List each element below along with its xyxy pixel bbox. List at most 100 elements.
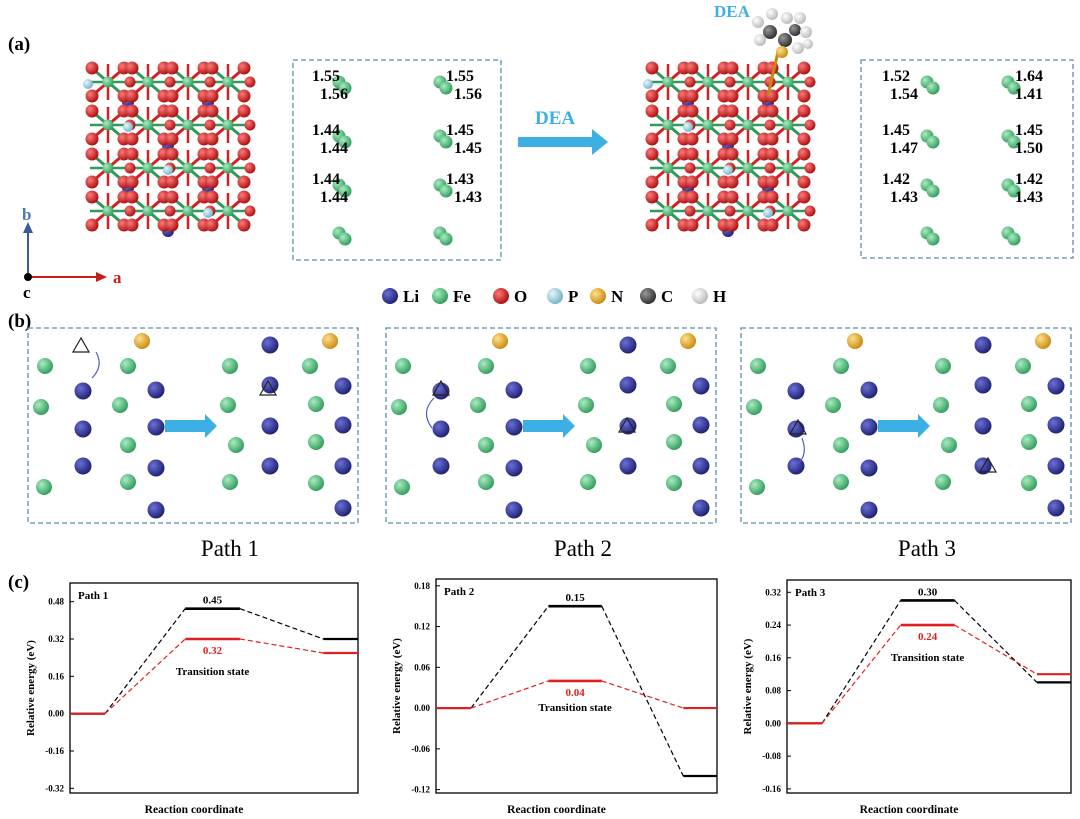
y-tick-label: 0.08 xyxy=(765,686,781,696)
atom-li xyxy=(974,336,992,354)
atom-o xyxy=(237,190,251,204)
atom-li xyxy=(334,416,352,434)
atom-o xyxy=(85,190,99,204)
atom-fe xyxy=(742,205,754,217)
c-axis-label: c xyxy=(23,283,31,302)
atom-fe xyxy=(666,434,682,450)
atom-o xyxy=(645,89,659,103)
atom-o xyxy=(205,190,219,204)
atom-li xyxy=(147,501,165,519)
atom-h xyxy=(692,288,708,304)
atom-h xyxy=(792,42,804,54)
atom-fe xyxy=(660,358,676,374)
atom-o xyxy=(645,104,659,118)
chart-1: 0.48 0.32 0.16 0.00 -0.16 -0.32 Path 1 Reaction… xyxy=(25,582,359,816)
ts-energy-label: 0.45 xyxy=(203,595,223,607)
reaction-path-dash xyxy=(239,638,324,654)
atom-o xyxy=(85,147,99,161)
atom-o xyxy=(797,132,811,146)
a-axis-label: a xyxy=(113,268,122,287)
atom-o xyxy=(244,76,256,88)
y-tick-label: 0.16 xyxy=(765,653,781,663)
atom-o xyxy=(204,162,216,174)
atom-o xyxy=(237,175,251,189)
atom-fe xyxy=(102,76,114,88)
atom-o xyxy=(645,175,659,189)
atom-fe xyxy=(749,479,765,495)
atom-li xyxy=(860,381,878,399)
atom-n xyxy=(1035,333,1051,349)
atom-o xyxy=(684,162,696,174)
atom-o xyxy=(765,104,779,118)
y-tick-label: 0.06 xyxy=(414,662,430,672)
atom-c xyxy=(640,288,656,304)
legend-label: Li xyxy=(403,287,419,306)
path-1-caption: Path 1 xyxy=(201,536,259,561)
bond-length-bottom: 1.54 xyxy=(890,86,918,103)
atom-fe xyxy=(338,184,352,198)
atom-fe xyxy=(102,119,114,131)
atom-fe xyxy=(666,396,682,412)
atom-fe xyxy=(222,162,234,174)
atom-o xyxy=(125,89,139,103)
atom-o xyxy=(124,162,136,174)
panel-label-c: (c) xyxy=(8,572,29,593)
atom-o xyxy=(125,190,139,204)
reaction-path-dash xyxy=(601,605,684,777)
atom-o xyxy=(85,61,99,75)
reaction-path-dash xyxy=(470,605,549,709)
y-axis-label: Relative energy (eV) xyxy=(25,640,37,736)
atom-o xyxy=(685,190,699,204)
atom-h xyxy=(800,26,812,38)
atom-o xyxy=(165,104,179,118)
atom-fe xyxy=(395,358,411,374)
atom-fe xyxy=(222,76,234,88)
atom-fe xyxy=(1007,81,1021,95)
atom-li xyxy=(619,336,637,354)
chart-2: 0.18 0.12 0.06 0.00 -0.06 -0.12 Path 2 Reaction… xyxy=(391,578,718,816)
bond-length-top: 1.43 xyxy=(446,171,474,188)
atom-o xyxy=(724,205,736,217)
vacancy-triangle xyxy=(431,379,451,396)
migration-arrow xyxy=(91,351,100,379)
atom-li xyxy=(334,377,352,395)
atom-fe xyxy=(825,397,841,413)
atom-fe xyxy=(142,162,154,174)
bond-length-top: 1.42 xyxy=(882,171,910,188)
atom-o xyxy=(165,132,179,146)
atom-o xyxy=(85,89,99,103)
y-tick-label: -0.16 xyxy=(45,746,64,756)
atom-fe xyxy=(941,437,957,453)
atom-fe xyxy=(926,81,940,95)
atom-o xyxy=(205,89,219,103)
atom-li xyxy=(147,418,165,436)
atom-o xyxy=(205,104,219,118)
atom-o xyxy=(685,218,699,232)
atom-o xyxy=(804,162,816,174)
atom-fe xyxy=(222,358,238,374)
reaction-path-dash xyxy=(601,680,684,709)
atom-o xyxy=(164,76,176,88)
path-box xyxy=(385,327,717,524)
legend-label: C xyxy=(661,287,673,306)
dea-arrow-label: DEA xyxy=(535,108,575,129)
atom-o xyxy=(125,132,139,146)
b-axis-label: b xyxy=(22,205,31,224)
atom-o xyxy=(205,218,219,232)
atom-fe xyxy=(742,162,754,174)
path-arrow xyxy=(523,414,575,438)
atom-n xyxy=(776,46,788,58)
atom-o xyxy=(244,119,256,131)
vacancy-triangle xyxy=(71,336,91,353)
atom-n xyxy=(847,333,863,349)
atom-fe xyxy=(782,162,794,174)
atom-o xyxy=(165,175,179,189)
atom-fe xyxy=(439,184,453,198)
bond-length-bottom: 1.43 xyxy=(1015,189,1043,206)
chart-frame xyxy=(69,582,359,794)
crystal-structure-left xyxy=(83,61,256,237)
atom-fe xyxy=(222,205,234,217)
y-tick-label: 0.16 xyxy=(48,671,64,681)
chart-title: Path 2 xyxy=(444,586,475,598)
atom-p xyxy=(547,288,563,304)
